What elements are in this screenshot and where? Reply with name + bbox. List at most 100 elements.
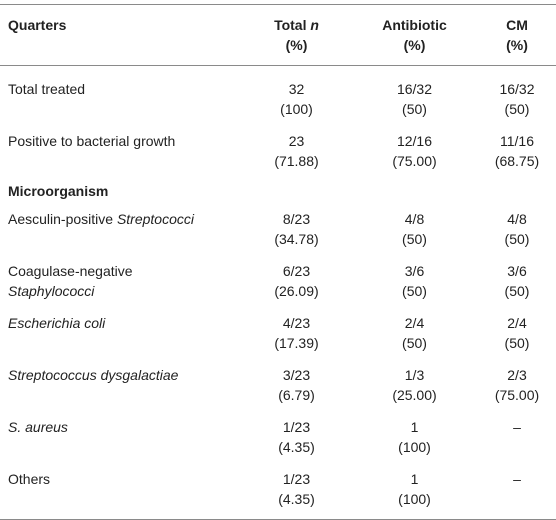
section-title: Microorganism (8, 183, 109, 199)
cell-value: 32 (288, 81, 305, 97)
row-label: Coagulase-negative Staphylococci (0, 253, 238, 305)
header-row: Quarters Total n (%) Antibiotic (%) CM (… (0, 4, 556, 66)
cell-antibiotic: 1 (100) (351, 461, 474, 520)
header-cm: CM (%) (474, 5, 556, 66)
cell-pct: (71.88) (274, 153, 319, 169)
table-row: Coagulase-negative Staphylococci 6/23 (26.… (0, 253, 556, 305)
row-label: Aesculin-positive Streptococci (0, 201, 238, 253)
table-row: Aesculin-positive Streptococci 8/23 (34.7… (0, 201, 556, 253)
cell-cm: – (474, 461, 556, 520)
cell-value: 16/32 (396, 81, 433, 97)
row-label-italic: Staphylococci (8, 283, 95, 299)
cell-value: 1 (410, 419, 419, 435)
cell-pct: (50) (504, 231, 530, 247)
cell-pct: (17.39) (274, 335, 319, 351)
table-row: Positive to bacterial growth 23 (71.88) 1… (0, 123, 556, 175)
cell-pct: (50) (402, 101, 427, 117)
cell-pct: (68.75) (494, 153, 540, 169)
cell-value: 8/23 (282, 211, 311, 227)
cell-cm: 11/16 (68.75) (474, 123, 556, 175)
cell-total: 3/23 (6.79) (238, 357, 351, 409)
cell-antibiotic: 1/3 (25.00) (351, 357, 474, 409)
table-row: Total treated 32 (100) 16/32 (50) 16/32 (50… (0, 66, 556, 124)
cell-value: 2/3 (507, 367, 527, 383)
cell-antibiotic: 2/4 (50) (351, 305, 474, 357)
results-table: Quarters Total n (%) Antibiotic (%) CM (… (0, 4, 556, 520)
cell-pct: (6.79) (278, 387, 315, 403)
cell-pct: (50) (504, 335, 530, 351)
table-header: Quarters Total n (%) Antibiotic (%) CM (… (0, 4, 556, 66)
cell-pct: (100) (398, 439, 431, 455)
row-label-italic: S. aureus (8, 419, 68, 435)
header-quarters: Quarters (8, 17, 67, 33)
cell-pct: (50) (504, 283, 530, 299)
cell-total: 1/23 (4.35) (238, 461, 351, 520)
row-label-plain: Coagulase-negative (8, 263, 133, 279)
cell-value: 3/6 (404, 263, 425, 279)
section-row: Microorganism (0, 175, 556, 201)
header-total-pct: (%) (285, 37, 308, 53)
table-row: S. aureus 1/23 (4.35) 1 (100) – (0, 409, 556, 461)
cell-total: 32 (100) (238, 66, 351, 124)
table-row: Streptococcus dysgalactiae 3/23 (6.79) 1/… (0, 357, 556, 409)
cell-total: 6/23 (26.09) (238, 253, 351, 305)
cell-total: 8/23 (34.78) (238, 201, 351, 253)
cell-pct: (75.00) (392, 153, 437, 169)
table-page: Quarters Total n (%) Antibiotic (%) CM (… (0, 4, 556, 520)
cell-value: 1/23 (282, 419, 311, 435)
cell-cm: 16/32 (50) (474, 66, 556, 124)
cell-antibiotic: 16/32 (50) (351, 66, 474, 124)
header-total-n: Total n (%) (238, 5, 351, 66)
table-row: Escherichia coli 4/23 (17.39) 2/4 (50) 2/4… (0, 305, 556, 357)
cell-total: 23 (71.88) (238, 123, 351, 175)
cell-pct: (26.09) (274, 283, 319, 299)
cell-value: – (513, 471, 521, 487)
cell-pct: (50) (402, 283, 427, 299)
row-label-italic: Streptococci (116, 211, 194, 227)
cell-cm: 2/3 (75.00) (474, 357, 556, 409)
row-label: Positive to bacterial growth (8, 133, 176, 149)
row-label-plain: Aesculin-positive (8, 211, 117, 227)
row-label: Escherichia coli (0, 305, 238, 357)
cell-cm: – (474, 409, 556, 461)
row-label: Streptococcus dysgalactiae (0, 357, 238, 409)
cell-value: 4/8 (404, 211, 425, 227)
row-label-plain: Others (8, 471, 51, 487)
cell-pct: (50) (402, 231, 427, 247)
header-antibiotic-label: Antibiotic (382, 17, 447, 33)
row-label-italic: Escherichia coli (8, 315, 106, 331)
cell-value: 23 (288, 133, 305, 149)
cell-antibiotic: 4/8 (50) (351, 201, 474, 253)
header-antibiotic-pct: (%) (403, 37, 426, 53)
cell-value: 1 (410, 471, 419, 487)
row-label-italic: Streptococcus dysgalactiae (8, 367, 179, 383)
cell-value: 3/23 (282, 367, 311, 383)
cell-antibiotic: 12/16 (75.00) (351, 123, 474, 175)
cell-value: 2/4 (404, 315, 425, 331)
cell-cm: 2/4 (50) (474, 305, 556, 357)
cell-value: 6/23 (282, 263, 311, 279)
cell-pct: (100) (398, 491, 431, 507)
table-row: Others 1/23 (4.35) 1 (100) – (0, 461, 556, 520)
cell-pct: (34.78) (274, 231, 319, 247)
cell-pct: (100) (280, 101, 313, 117)
cell-cm: 3/6 (50) (474, 253, 556, 305)
cell-antibiotic: 3/6 (50) (351, 253, 474, 305)
cell-pct: (50) (402, 335, 427, 351)
row-label: Total treated (8, 81, 86, 97)
row-label: Others (0, 461, 238, 520)
cell-pct: (50) (504, 101, 530, 117)
cell-value: 11/16 (500, 133, 534, 149)
cell-value: 2/4 (507, 315, 527, 331)
cell-value: 1/3 (404, 367, 425, 383)
table-body: Total treated 32 (100) 16/32 (50) 16/32 (50… (0, 66, 556, 520)
cell-pct: (25.00) (392, 387, 437, 403)
cell-value: 3/6 (507, 263, 527, 279)
header-total-n-italic: n (310, 17, 319, 33)
header-cm-pct: (%) (506, 37, 528, 53)
cell-total: 4/23 (17.39) (238, 305, 351, 357)
header-antibiotic: Antibiotic (%) (351, 5, 474, 66)
cell-pct: (4.35) (278, 491, 315, 507)
cell-value: – (513, 419, 521, 435)
cell-value: 4/8 (507, 211, 527, 227)
